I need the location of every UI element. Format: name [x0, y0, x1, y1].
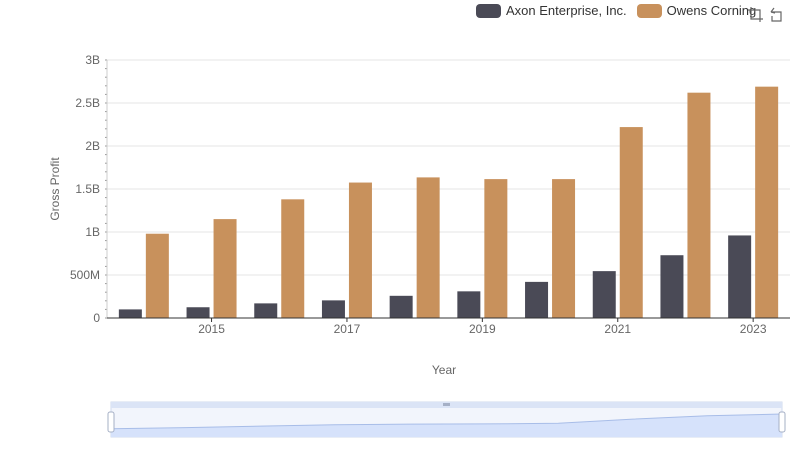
x-axis-title: Year	[432, 363, 456, 377]
legend-swatch-axon	[476, 3, 501, 18]
bar-axon-2019[interactable]	[457, 291, 481, 318]
bar-owens-corning-2022[interactable]	[687, 92, 711, 319]
x-tick-label: 2023	[740, 322, 767, 336]
zoom-icon[interactable]	[747, 6, 764, 23]
bar-owens-corning-2014[interactable]	[145, 233, 169, 318]
zoom-handle-right[interactable]	[778, 411, 786, 433]
bar-owens-corning-2017[interactable]	[348, 182, 372, 318]
legend-item-owens-corning[interactable]: Owens Corning	[636, 3, 757, 18]
y-tick-label: 2B	[85, 139, 100, 153]
y-axis: 0 500M 1B 1.5B 2B 2.5B 3B	[70, 53, 108, 325]
bar-axon-2022[interactable]	[660, 255, 684, 318]
x-tick-label: 2017	[334, 322, 361, 336]
x-tick-label: 2015	[198, 322, 225, 336]
bar-owens-corning-2023[interactable]	[755, 86, 779, 318]
legend-label-owens-corning: Owens Corning	[666, 3, 757, 18]
zoom-grip[interactable]	[443, 403, 450, 406]
bar-owens-corning-2016[interactable]	[281, 199, 305, 318]
zoom-handle-left[interactable]	[107, 411, 115, 433]
bar-axon-2020[interactable]	[525, 281, 549, 318]
bar-axon-2016[interactable]	[254, 303, 278, 318]
legend: Axon Enterprise, Inc. Owens Corning	[476, 3, 766, 18]
bar-owens-corning-2019[interactable]	[484, 179, 508, 318]
bar-axon-2014[interactable]	[118, 309, 142, 318]
bar-axon-2017[interactable]	[321, 300, 345, 318]
legend-swatch-owens-corning	[636, 3, 662, 18]
legend-item-axon[interactable]: Axon Enterprise, Inc.	[476, 3, 627, 18]
bar-axon-2021[interactable]	[592, 271, 616, 318]
bar-owens-corning-2018[interactable]	[416, 177, 440, 318]
y-tick-label: 1.5B	[75, 182, 100, 196]
legend-label-axon: Axon Enterprise, Inc.	[506, 3, 627, 18]
bar-axon-2018[interactable]	[389, 295, 413, 318]
x-tick-label: 2021	[604, 322, 631, 336]
bar-owens-corning-2020[interactable]	[552, 179, 576, 318]
y-tick-label: 3B	[85, 53, 100, 67]
bar-axon-2015[interactable]	[186, 307, 210, 318]
x-axis: 2015 2017 2019 2021 2023	[107, 317, 790, 336]
y-tick-label: 500M	[70, 268, 100, 282]
bar-axon-2023[interactable]	[728, 235, 752, 318]
y-tick-label: 1B	[85, 225, 100, 239]
x-tick-label: 2019	[469, 322, 496, 336]
toolbox	[747, 6, 789, 23]
data-zoom-slider[interactable]	[107, 401, 786, 438]
zoom-preview-area	[111, 414, 782, 437]
bar-series	[118, 86, 779, 319]
bar-owens-corning-2021[interactable]	[619, 127, 643, 318]
zoom-preview-line	[110, 413, 783, 430]
y-tick-label: 0	[93, 311, 100, 325]
bar-owens-corning-2015[interactable]	[213, 219, 237, 318]
y-axis-title: Gross Profit	[48, 157, 62, 221]
y-tick-label: 2.5B	[75, 96, 100, 110]
restore-icon[interactable]	[768, 6, 785, 23]
